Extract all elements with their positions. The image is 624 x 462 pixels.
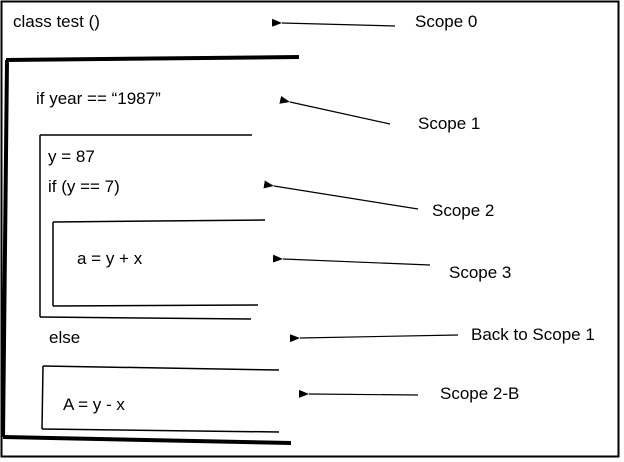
assign-y-statement: y = 87 [48,147,95,166]
arrow-scope0 [271,18,396,27]
arrow-scope3 [272,254,431,266]
if-year-statement: if year == “1987” [36,89,161,108]
scope3-label: Scope 3 [449,263,512,282]
scope2b-label: Scope 2-B [440,384,520,403]
class-declaration: class test () [13,12,100,31]
back-to-scope1-label: Back to Scope 1 [471,325,595,344]
arrow-scope2b [298,389,419,398]
arrow-scope2 [263,180,419,210]
arrow-scope1 [279,95,391,125]
arrow-back-to-scope1 [289,334,459,343]
scope2-bracket [39,134,252,320]
if-y-statement: if (y == 7) [48,177,120,196]
scope1-bracket [1,55,300,445]
scope0-label: Scope 0 [415,12,478,31]
scope2b-bracket [41,365,280,433]
else-keyword: else [49,328,81,347]
scope3-bracket [52,219,266,307]
assign-a-minus-statement: A = y - x [63,395,125,414]
scope2-label: Scope 2 [432,201,495,220]
assign-a-plus-statement: a = y + x [77,249,143,268]
scope1-label: Scope 1 [418,114,481,133]
